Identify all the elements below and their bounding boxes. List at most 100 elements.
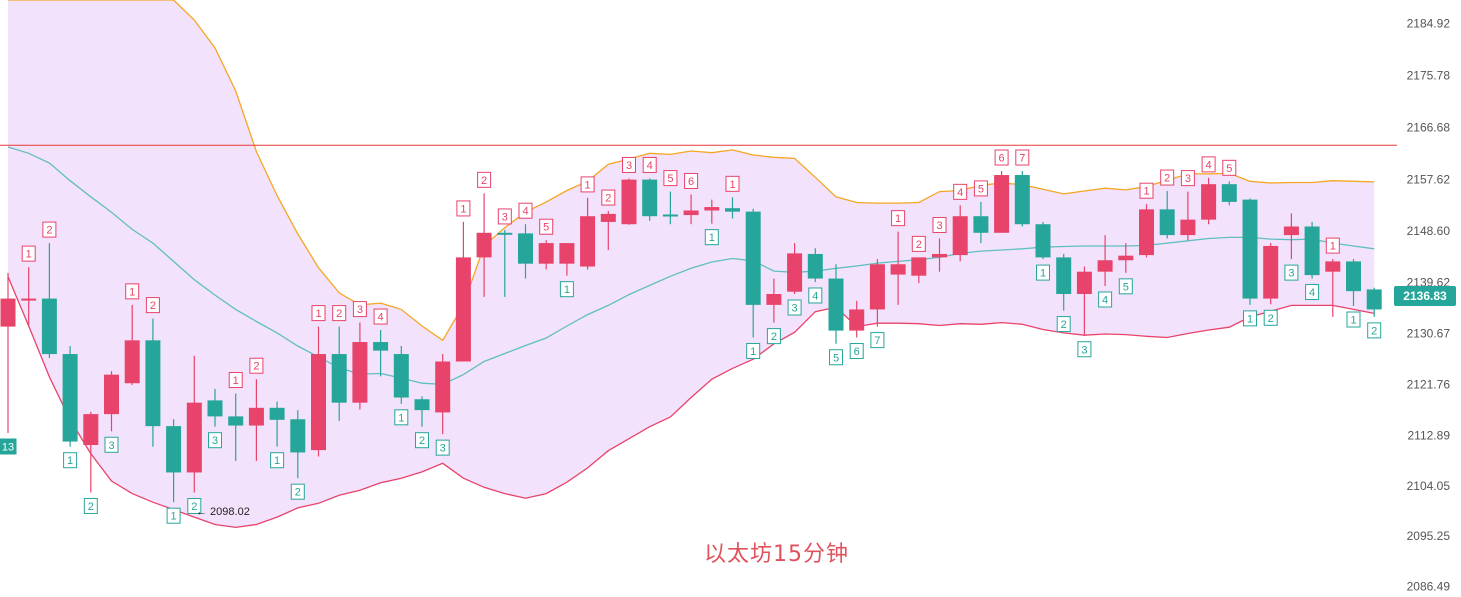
count-label-text: 3 bbox=[212, 435, 218, 447]
count-label-text: 2 bbox=[46, 225, 52, 237]
candle bbox=[1263, 243, 1279, 305]
candle-body bbox=[1139, 209, 1154, 256]
count-label: 5 bbox=[973, 180, 988, 197]
candle bbox=[890, 231, 906, 305]
candle-body bbox=[662, 214, 678, 217]
count-label-text: 3 bbox=[1081, 344, 1087, 356]
count-label: 7 bbox=[870, 332, 885, 349]
candle-body bbox=[414, 399, 430, 411]
count-label-box bbox=[270, 452, 285, 469]
count-label-text: 2 bbox=[150, 300, 156, 312]
candle bbox=[476, 193, 492, 297]
candle bbox=[600, 211, 616, 250]
count-label-text: 1 bbox=[398, 412, 404, 424]
candle bbox=[1056, 253, 1072, 311]
count-label-box bbox=[1118, 278, 1133, 295]
count-label-box bbox=[663, 170, 678, 187]
candle bbox=[145, 318, 161, 447]
candle bbox=[704, 199, 720, 224]
candle-body bbox=[62, 354, 78, 442]
candle-body bbox=[1097, 260, 1113, 272]
count-label: 1 bbox=[21, 245, 36, 262]
candle-body bbox=[497, 232, 513, 235]
candle-body bbox=[1325, 261, 1341, 272]
count-label: 3 bbox=[352, 301, 367, 318]
candle-body bbox=[1346, 261, 1361, 292]
count-label: 2 bbox=[187, 497, 202, 514]
candle bbox=[559, 243, 575, 276]
count-label-text: 7 bbox=[874, 335, 880, 347]
count-label: 1 bbox=[1346, 311, 1361, 328]
price-tick-label: 2139.62 bbox=[1407, 275, 1451, 289]
candle bbox=[1304, 221, 1320, 279]
count-label-text: 6 bbox=[854, 346, 860, 358]
candle bbox=[621, 178, 637, 225]
count-label: 3 bbox=[435, 439, 450, 456]
count-label-text: 1 bbox=[67, 455, 73, 467]
candle bbox=[869, 259, 885, 327]
count-label: 3 bbox=[1077, 341, 1092, 358]
candle bbox=[766, 278, 782, 323]
count-label-text: 7 bbox=[1019, 153, 1025, 165]
candle-body bbox=[1056, 257, 1072, 294]
count-label: 2 bbox=[1263, 309, 1278, 326]
count-label-text: 1 bbox=[274, 455, 280, 467]
candle bbox=[1159, 191, 1175, 239]
candle bbox=[435, 354, 451, 435]
count-label-text: 5 bbox=[978, 183, 984, 195]
candle bbox=[994, 171, 1010, 233]
candle-body bbox=[207, 400, 223, 417]
count-label-box bbox=[911, 235, 926, 252]
count-label-text: 5 bbox=[833, 352, 839, 364]
count-label: 4 bbox=[518, 202, 533, 219]
candle bbox=[352, 322, 368, 410]
candle-body bbox=[869, 264, 885, 310]
count-label-text: 2 bbox=[481, 175, 487, 187]
candle-body bbox=[683, 210, 699, 216]
candle bbox=[973, 201, 989, 244]
candle-body bbox=[725, 208, 740, 212]
count-label-box bbox=[1243, 310, 1257, 327]
count-label: 2 bbox=[601, 189, 616, 206]
count-label-box bbox=[787, 299, 802, 316]
candle-body bbox=[952, 216, 968, 256]
count-label-box bbox=[42, 221, 57, 238]
count-label-text: 1 bbox=[1330, 241, 1336, 253]
candle-body bbox=[538, 243, 554, 264]
candle-body bbox=[1201, 184, 1217, 220]
count-label-text: 1 bbox=[750, 346, 756, 358]
count-label: 7 bbox=[1015, 149, 1030, 166]
count-label-text: 6 bbox=[999, 153, 1005, 165]
count-label-box bbox=[1263, 309, 1278, 326]
count-label-box bbox=[435, 439, 450, 456]
count-label-box bbox=[1367, 322, 1382, 339]
count-label: 3 bbox=[1284, 264, 1299, 281]
count-label-box bbox=[311, 305, 326, 322]
candles bbox=[0, 171, 1382, 503]
count-label-text: 2 bbox=[605, 193, 611, 205]
price-tick-label: 2121.76 bbox=[1407, 378, 1451, 392]
count-label-box bbox=[373, 308, 388, 325]
candle bbox=[807, 248, 823, 282]
count-label: 3 bbox=[1180, 170, 1195, 187]
candle-body bbox=[41, 298, 57, 355]
candle-body bbox=[787, 253, 803, 292]
price-tick-label: 2112.89 bbox=[1408, 428, 1451, 442]
count-label-box bbox=[870, 332, 885, 349]
count-label-text: 2 bbox=[771, 331, 777, 343]
count-label-text: 4 bbox=[378, 312, 384, 324]
candle-body bbox=[994, 175, 1010, 233]
count-label: 4 bbox=[373, 308, 388, 325]
count-label-text: 4 bbox=[647, 160, 653, 172]
count-label-box bbox=[187, 497, 202, 514]
count-label: 3 bbox=[787, 299, 802, 316]
count-label: 2 bbox=[911, 235, 926, 252]
candle bbox=[1076, 266, 1092, 336]
count-label-box bbox=[1346, 311, 1361, 328]
count-label-box bbox=[145, 297, 160, 314]
count-label: 5 bbox=[829, 349, 843, 366]
count-label: 3 bbox=[497, 208, 512, 225]
count-label-box bbox=[704, 229, 719, 246]
candle bbox=[83, 411, 99, 493]
